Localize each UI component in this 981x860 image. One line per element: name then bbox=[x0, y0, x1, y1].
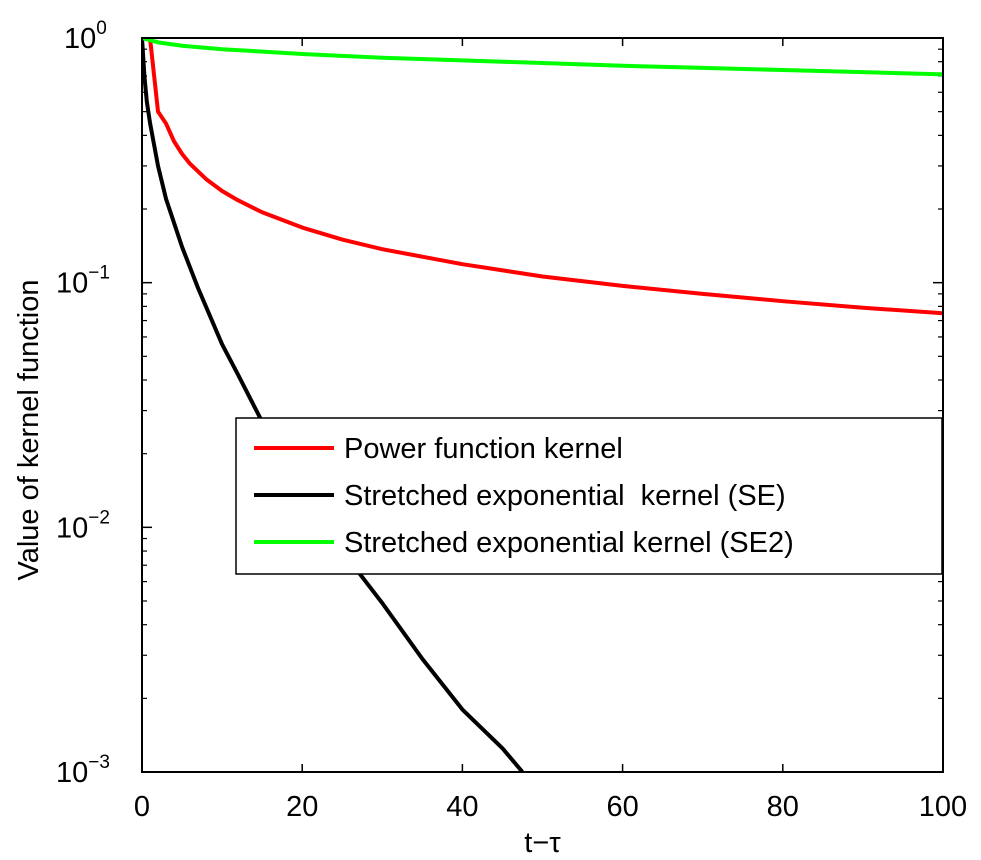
series-lines bbox=[142, 38, 943, 772]
series-line-1 bbox=[148, 38, 943, 316]
y-tick-base: 10 bbox=[56, 268, 88, 300]
y-tick-base: 10 bbox=[64, 23, 96, 55]
y-axis-label: Value of kernel function bbox=[13, 280, 45, 581]
x-tick-label: 80 bbox=[767, 791, 799, 823]
legend-box bbox=[235, 417, 943, 575]
y-tick-label: 10−2 bbox=[56, 507, 110, 544]
x-tick-label: 0 bbox=[134, 791, 150, 823]
y-tick-exponent: −2 bbox=[88, 507, 110, 528]
legend: Power function kernel Stretched exponenti… bbox=[235, 417, 943, 575]
x-axis-label: t−τ bbox=[524, 827, 561, 859]
axes-frame bbox=[141, 37, 944, 773]
legend-label-1: Power function kernel bbox=[344, 433, 623, 465]
y-tick-base: 10 bbox=[56, 512, 88, 544]
series-line-2 bbox=[142, 38, 524, 772]
legend-label-3: Stretched exponential kernel (SE2) bbox=[344, 527, 794, 559]
y-tick-exponent: −1 bbox=[88, 263, 110, 284]
y-tick-exponent: −3 bbox=[88, 752, 110, 773]
legend-label-2: Stretched exponential kernel (SE) bbox=[344, 480, 786, 512]
x-tick-label: 40 bbox=[446, 791, 478, 823]
x-tick-labels: 0 20 40 60 80 100 bbox=[134, 791, 967, 823]
series-line-3 bbox=[142, 38, 943, 77]
y-tick-base: 10 bbox=[56, 757, 88, 789]
x-tick-label: 100 bbox=[919, 791, 967, 823]
y-tick-label: 10−3 bbox=[56, 752, 110, 789]
y-tick-exponent: 0 bbox=[96, 18, 107, 39]
y-tick-label: 100 bbox=[64, 18, 107, 55]
y-tick-label: 10−1 bbox=[56, 263, 110, 300]
x-tick-label: 20 bbox=[286, 791, 318, 823]
x-tick-label: 60 bbox=[606, 791, 638, 823]
